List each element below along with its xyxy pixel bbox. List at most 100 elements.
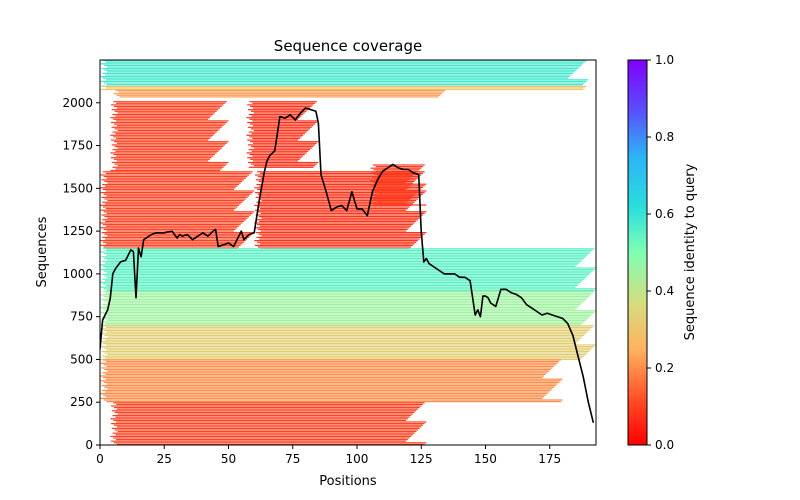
coverage-stripe — [101, 68, 579, 70]
coverage-stripe — [113, 402, 425, 404]
y-tick-label: 250 — [70, 395, 93, 409]
coverage-stripe — [254, 240, 418, 242]
coverage-stripe — [102, 224, 241, 226]
coverage-stripe — [255, 214, 423, 216]
coverage-stripe — [102, 261, 581, 263]
coverage-stripe — [104, 334, 585, 336]
coverage-stripe — [102, 355, 585, 357]
coverage-stripe — [377, 175, 413, 177]
coverage-block — [100, 85, 587, 91]
coverage-stripe — [102, 325, 595, 327]
coverage-stripe — [117, 147, 222, 149]
coverage-stripe — [105, 323, 583, 325]
coverage-stripe — [248, 149, 310, 151]
coverage-stripe — [105, 243, 243, 245]
coverage-stripe — [118, 91, 444, 93]
colorbar-gradient — [627, 59, 648, 446]
coverage-stripe — [255, 196, 420, 198]
coverage-stripe — [255, 232, 427, 234]
coverage-stripe — [258, 216, 422, 218]
coverage-stripe — [104, 257, 585, 259]
coverage-stripe — [106, 254, 588, 256]
coverage-stripe — [106, 365, 555, 367]
coverage-stripe — [113, 118, 209, 120]
coverage-stripe — [100, 311, 595, 313]
coverage-stripe — [246, 152, 307, 154]
coverage-stripe — [100, 244, 241, 246]
coverage-stripe — [113, 101, 227, 103]
coverage-stripe — [250, 105, 312, 108]
coverage-stripe — [373, 169, 420, 171]
colorbar-ticks: 0.0 0.2 0.4 0.6 0.8 1.0 — [647, 53, 674, 452]
coverage-stripe — [103, 193, 251, 195]
coverage-stripe — [101, 350, 590, 352]
coverage-stripe — [111, 139, 209, 141]
coverage-stripe — [115, 150, 219, 152]
coverage-stripe — [113, 105, 222, 108]
coverage-stripe — [116, 403, 423, 405]
coverage-stripe — [102, 283, 580, 285]
coverage-stripe — [255, 179, 417, 181]
colorbar-tick-label: 0.4 — [655, 284, 674, 298]
coverage-stripe — [253, 142, 317, 144]
coverage-stripe — [374, 178, 410, 180]
coverage-stripe — [247, 157, 302, 159]
coverage-stripe — [107, 277, 586, 279]
coverage-stripe — [372, 164, 425, 166]
coverage-line-layer — [100, 107, 595, 423]
coverage-block — [100, 248, 596, 291]
coverage-stripe — [110, 117, 210, 119]
coverage-stripe — [111, 405, 422, 407]
coverage-stripe — [107, 319, 586, 321]
coverage-stripe — [103, 228, 236, 230]
coverage-stripe — [110, 134, 214, 136]
coverage-stripe — [105, 61, 585, 63]
coverage-stripe — [257, 211, 427, 213]
coverage-stripe — [105, 326, 593, 328]
coverage-stripe — [116, 439, 408, 441]
coverage-stripe — [100, 88, 584, 91]
coverage-stripe — [102, 394, 546, 396]
coverage-stripe — [116, 142, 227, 144]
coverage-stripe — [112, 131, 217, 133]
coverage-stripe — [259, 238, 420, 240]
coverage-stripe — [101, 299, 586, 301]
coverage-stripe — [104, 198, 246, 200]
y-tick-label: 1500 — [62, 181, 93, 195]
coverage-stripe — [102, 265, 576, 267]
coverage-stripe — [113, 141, 229, 143]
coverage-stripe — [376, 188, 422, 190]
coverage-stripe — [106, 349, 591, 351]
coverage-stripe — [102, 278, 585, 280]
coverage-stripe — [257, 176, 420, 178]
coverage-stripe — [114, 128, 220, 130]
coverage-stripe — [103, 82, 585, 84]
coverage-stripe — [100, 227, 238, 229]
coverage-stripe — [100, 222, 243, 224]
coverage-block — [369, 164, 427, 206]
coverage-stripe — [250, 123, 315, 125]
coverage-stripe — [117, 112, 215, 114]
coverage-stripe — [260, 195, 422, 197]
coverage-stripe — [107, 336, 583, 338]
coverage-stripe — [113, 93, 442, 95]
coverage-stripe — [106, 177, 246, 179]
coverage-stripe — [260, 172, 423, 174]
coverage-stripe — [105, 292, 593, 294]
coverage-stripe — [100, 187, 236, 189]
coverage-stripe — [103, 270, 593, 272]
coverage-stripe — [111, 144, 226, 146]
coverage-stripe — [105, 262, 580, 264]
coverage-stripe — [103, 330, 590, 332]
coverage-stripe — [114, 110, 217, 112]
coverage-stripe — [106, 195, 250, 197]
coverage-stripe — [248, 166, 314, 168]
coverage-stripe — [102, 338, 581, 340]
coverage-stripe — [101, 232, 255, 234]
coverage-stripe — [115, 133, 215, 135]
coverage-stripe — [102, 291, 595, 293]
coverage-stripe — [249, 101, 317, 103]
coverage-stripe — [113, 442, 427, 444]
coverage-stripe — [112, 113, 214, 116]
coverage-stripe — [102, 85, 587, 87]
